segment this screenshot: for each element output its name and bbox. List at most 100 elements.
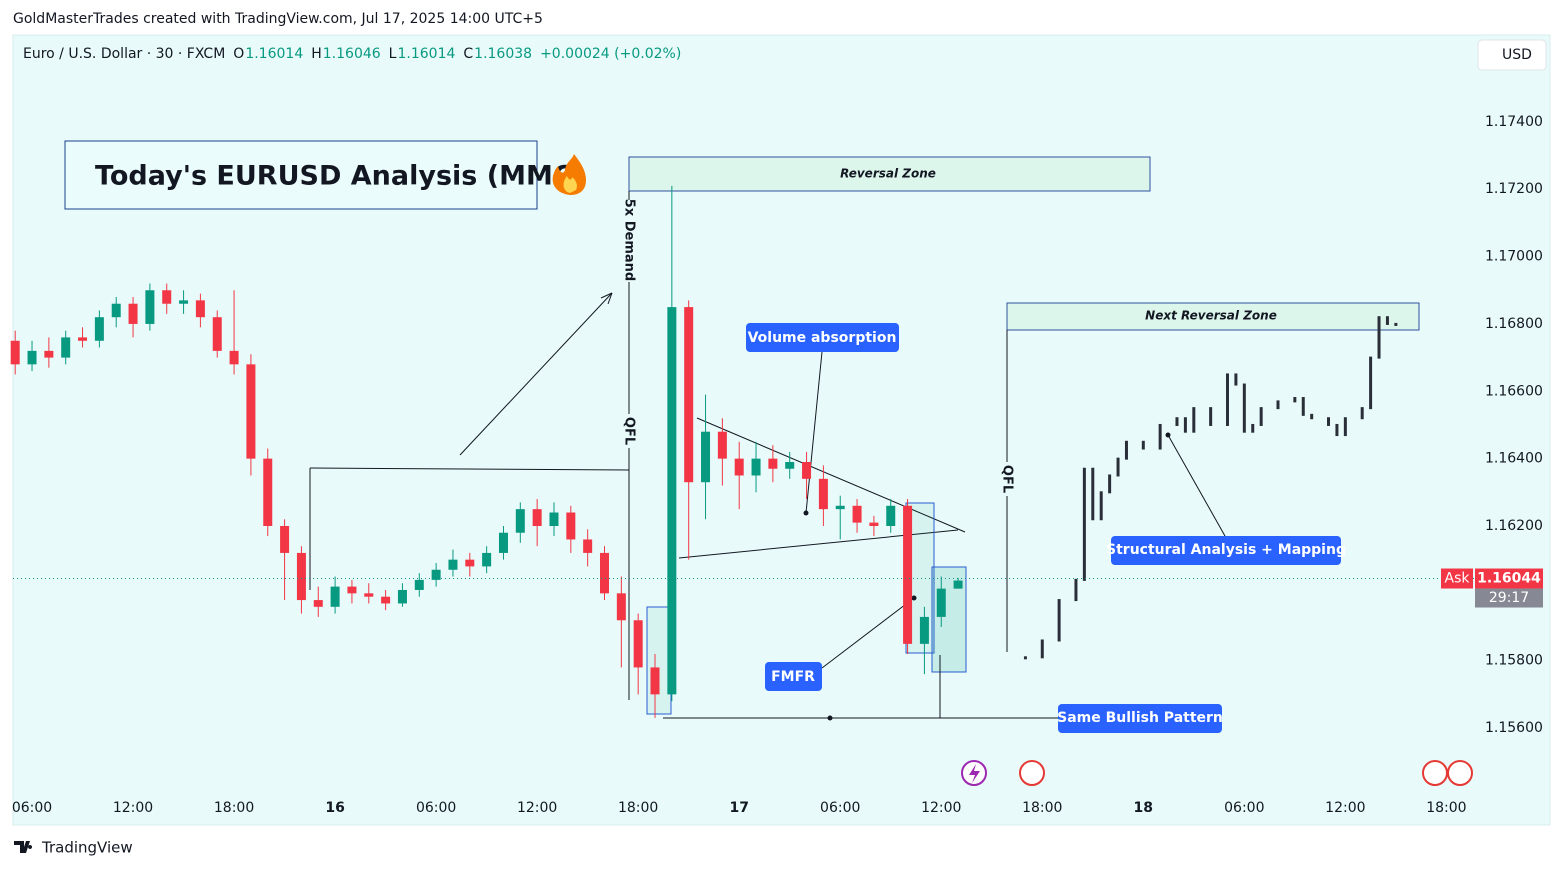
candle-body <box>263 458 273 526</box>
x-tick-label: 17 <box>729 800 748 816</box>
candle-body <box>94 317 104 341</box>
candle-body <box>246 364 256 459</box>
projection-bar <box>1057 599 1061 642</box>
candle-body <box>919 616 929 644</box>
brand: TradingView <box>41 839 133 857</box>
y-tick-label: 1.16800 <box>1485 316 1543 332</box>
x-tick-label: 18:00 <box>1426 800 1466 816</box>
x-tick-label: 06:00 <box>12 800 52 816</box>
projection-bar <box>1310 413 1314 420</box>
ohlc-value: 1.16046 <box>323 46 381 62</box>
x-tick-label: 18:00 <box>214 800 254 816</box>
pointer <box>1167 434 1226 537</box>
candle-body <box>835 505 845 510</box>
ask-label: Ask <box>1445 571 1471 587</box>
candle-body <box>448 559 458 570</box>
candle-body <box>751 458 761 476</box>
candle-body <box>566 512 576 540</box>
projection-bar <box>1251 423 1255 433</box>
x-tick-label: 12:00 <box>113 800 153 816</box>
callout-label: FMFR <box>771 669 815 685</box>
y-tick-label: 1.17400 <box>1485 114 1543 130</box>
callout-box <box>1058 704 1222 733</box>
projection-bar <box>1023 656 1027 660</box>
projection-bar <box>1082 467 1086 581</box>
y-tick-label: 1.17200 <box>1485 181 1543 197</box>
projection-bar <box>1124 440 1128 460</box>
projection-bar <box>1209 407 1213 426</box>
event-flag[interactable] <box>1447 760 1473 786</box>
pointer <box>821 597 915 669</box>
projection-bar <box>1276 400 1280 410</box>
price-label: 1.16044 <box>1477 571 1541 587</box>
label-bg <box>998 462 1016 496</box>
x-tick-label: 12:00 <box>517 800 557 816</box>
qfl-label: QFL <box>1000 465 1015 493</box>
projection-bar <box>1158 423 1162 450</box>
chart-title: Today's EURUSD Analysis (MMC) <box>95 161 585 192</box>
currency-button[interactable] <box>1477 39 1547 71</box>
candle-body <box>515 509 525 533</box>
y-tick-label: 1.16400 <box>1485 451 1543 467</box>
candle-body <box>145 290 155 324</box>
candle-body <box>869 522 879 526</box>
event-flag[interactable] <box>1019 760 1045 786</box>
event-flag[interactable] <box>1422 760 1448 786</box>
y-tick-label: 1.16200 <box>1485 518 1543 534</box>
triangle-line <box>696 417 966 533</box>
candle-body <box>717 431 727 459</box>
symbol: Euro / U.S. Dollar · 30 · FXCM <box>23 46 225 62</box>
candle-body <box>162 290 172 304</box>
candle-body <box>802 462 812 479</box>
candle-body <box>364 593 374 597</box>
candle-body <box>195 300 205 318</box>
event-bolt <box>969 764 980 783</box>
candle-body <box>633 620 643 668</box>
currency[interactable]: USD <box>1502 47 1532 63</box>
projection-bar <box>1116 457 1120 477</box>
candle-body <box>111 303 121 318</box>
anchor-dot <box>911 595 917 601</box>
countdown: 29:17 <box>1489 590 1529 606</box>
candle-body <box>886 505 896 526</box>
candle-body <box>498 532 508 553</box>
x-tick-label: 06:00 <box>1224 800 1264 816</box>
projection-bar <box>1074 578 1078 602</box>
y-tick-label: 1.16600 <box>1485 383 1543 399</box>
x-tick-label: 06:00 <box>820 800 860 816</box>
candle-body <box>684 307 694 483</box>
ohlc-key: O <box>233 46 244 62</box>
next-reversal-zone-label: Next Reversal Zone <box>1145 309 1277 323</box>
projection-bar <box>1293 397 1297 403</box>
callout-label: Structural Analysis + Mapping <box>1106 542 1346 558</box>
candle-body <box>27 350 37 365</box>
demand-label: 5x Demand <box>622 199 637 281</box>
projection-bar <box>1335 423 1339 437</box>
anchor-dot <box>803 510 809 516</box>
fire-core <box>563 176 577 193</box>
ohlc-value: 1.16038 <box>474 46 532 62</box>
x-tick-label: 12:00 <box>1325 800 1365 816</box>
ohlc-key: L <box>389 46 397 62</box>
candle-body <box>852 505 862 523</box>
reversal-zone <box>628 156 1151 192</box>
candle-body <box>61 337 71 358</box>
candle-body <box>229 350 239 365</box>
y-tick-label: 1.15600 <box>1485 720 1543 736</box>
x-tick-label: 18:00 <box>1022 800 1062 816</box>
projection-bar <box>1259 407 1263 426</box>
candle-body <box>347 586 357 594</box>
countdown-tag <box>1475 588 1543 608</box>
candle-body <box>397 589 407 604</box>
projection-bar <box>1394 322 1398 326</box>
projection-bar <box>1377 316 1381 359</box>
projection-bar <box>1301 397 1305 416</box>
next-reversal-zone <box>1006 302 1420 331</box>
candle-body <box>414 579 424 590</box>
y-tick-label: 1.15800 <box>1485 653 1543 669</box>
ohlc-legend: O 1.16014 H 1.16046 L 1.16014 C 1.16038 +0.00024… <box>233 46 681 62</box>
candle-body <box>734 458 744 476</box>
candle-body <box>701 431 711 483</box>
candle-body <box>936 588 946 617</box>
